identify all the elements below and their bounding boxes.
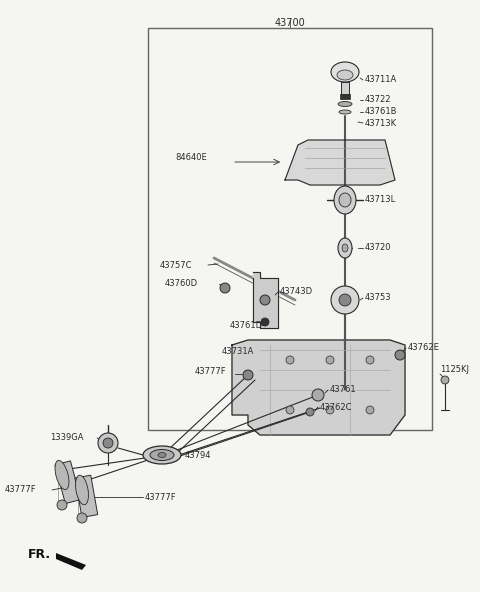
Circle shape (326, 356, 334, 364)
Text: 1125KJ: 1125KJ (440, 365, 469, 375)
Circle shape (366, 406, 374, 414)
Text: 43757C: 43757C (160, 260, 192, 269)
Text: 43700: 43700 (275, 18, 305, 28)
Text: FR.: FR. (28, 549, 51, 561)
Circle shape (441, 376, 449, 384)
Polygon shape (285, 140, 395, 185)
Ellipse shape (158, 452, 166, 458)
Ellipse shape (150, 449, 174, 461)
Bar (148, 28, 432, 430)
Text: 43722: 43722 (365, 95, 392, 105)
Text: 43762E: 43762E (408, 343, 440, 352)
Text: 43713K: 43713K (365, 118, 397, 127)
Circle shape (98, 433, 118, 453)
Text: 43753: 43753 (365, 294, 392, 303)
Text: 43720: 43720 (365, 243, 392, 253)
Circle shape (220, 283, 230, 293)
Text: 43760D: 43760D (165, 279, 198, 288)
Bar (341, 82, 349, 94)
Text: 43794: 43794 (185, 451, 212, 459)
Circle shape (261, 318, 269, 326)
Text: 43761D: 43761D (230, 320, 263, 330)
Ellipse shape (339, 193, 351, 207)
Bar (75, 475, 98, 517)
Circle shape (339, 294, 351, 306)
Ellipse shape (331, 62, 359, 82)
Text: 43761: 43761 (330, 385, 357, 394)
Ellipse shape (75, 475, 88, 505)
Polygon shape (232, 340, 405, 435)
Text: 84640E: 84640E (175, 153, 207, 162)
Ellipse shape (337, 70, 353, 80)
Circle shape (260, 295, 270, 305)
Ellipse shape (339, 110, 351, 114)
Text: 43711A: 43711A (365, 76, 397, 85)
Text: 43713L: 43713L (365, 195, 396, 204)
Ellipse shape (55, 461, 69, 490)
Circle shape (306, 408, 314, 416)
Circle shape (57, 500, 67, 510)
Circle shape (366, 356, 374, 364)
Text: 43777F: 43777F (145, 493, 177, 501)
Bar (55, 461, 81, 504)
Text: 43743D: 43743D (280, 288, 313, 297)
Polygon shape (56, 553, 86, 570)
Polygon shape (253, 272, 278, 328)
Text: 43777F: 43777F (195, 368, 227, 377)
Text: 43731A: 43731A (222, 348, 254, 356)
Circle shape (312, 389, 324, 401)
Circle shape (243, 370, 253, 380)
Circle shape (103, 438, 113, 448)
Text: 43761B: 43761B (365, 108, 397, 117)
Ellipse shape (338, 238, 352, 258)
Ellipse shape (143, 446, 181, 464)
Ellipse shape (334, 186, 356, 214)
Ellipse shape (338, 101, 352, 107)
Circle shape (331, 286, 359, 314)
Text: 43777F: 43777F (5, 485, 36, 494)
Text: 43762C: 43762C (320, 403, 352, 411)
Circle shape (77, 513, 87, 523)
Bar (340, 94, 350, 99)
Ellipse shape (342, 244, 348, 252)
Circle shape (286, 356, 294, 364)
Circle shape (286, 406, 294, 414)
Text: 1339GA: 1339GA (50, 433, 84, 442)
Circle shape (326, 406, 334, 414)
Circle shape (395, 350, 405, 360)
